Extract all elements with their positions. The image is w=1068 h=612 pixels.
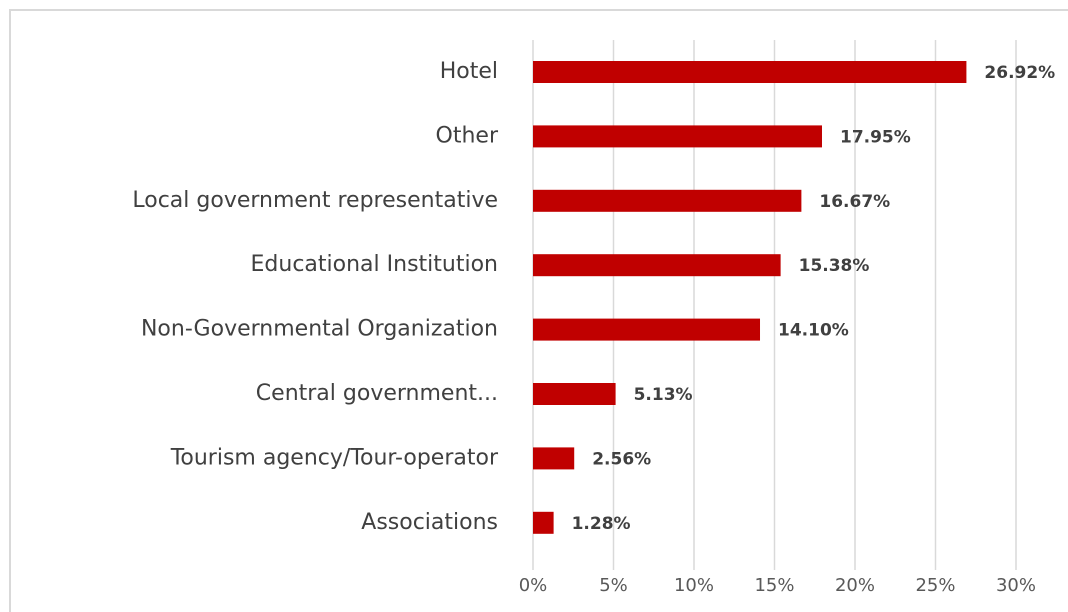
y-tick-label: Associations — [361, 510, 498, 535]
bar — [533, 254, 781, 277]
data-label: 17.95% — [840, 127, 911, 147]
bar — [533, 61, 967, 83]
x-tick-label: 30% — [996, 575, 1036, 596]
y-tick-label: Tourism agency/Tour-operator — [170, 445, 499, 470]
bar — [533, 511, 554, 534]
bar — [533, 383, 616, 405]
data-label: 15.38% — [799, 256, 870, 276]
bar — [533, 318, 761, 341]
y-tick-label: Central government... — [256, 381, 498, 406]
data-label: 26.92% — [984, 63, 1055, 83]
x-tick-label: 0% — [519, 575, 548, 596]
x-tick-label: 5% — [599, 575, 628, 596]
bar — [533, 125, 822, 148]
chart-border — [9, 9, 1068, 612]
data-label: 5.13% — [634, 385, 693, 405]
bar — [533, 189, 802, 212]
x-tick-label: 15% — [754, 575, 794, 596]
y-tick-label: Hotel — [440, 59, 498, 84]
data-label: 14.10% — [778, 321, 849, 341]
y-tick-label: Local government representative — [132, 188, 498, 213]
x-tick-label: 25% — [915, 575, 955, 596]
data-label: 1.28% — [572, 514, 631, 534]
bar — [533, 447, 575, 470]
data-label: 2.56% — [592, 449, 651, 469]
y-tick-label: Other — [436, 123, 499, 148]
x-tick-label: 20% — [835, 575, 875, 596]
x-tick-label: 10% — [674, 575, 714, 596]
data-label: 16.67% — [819, 192, 890, 212]
y-tick-label: Non-Governmental Organization — [141, 317, 498, 342]
y-tick-label: Educational Institution — [251, 252, 498, 277]
